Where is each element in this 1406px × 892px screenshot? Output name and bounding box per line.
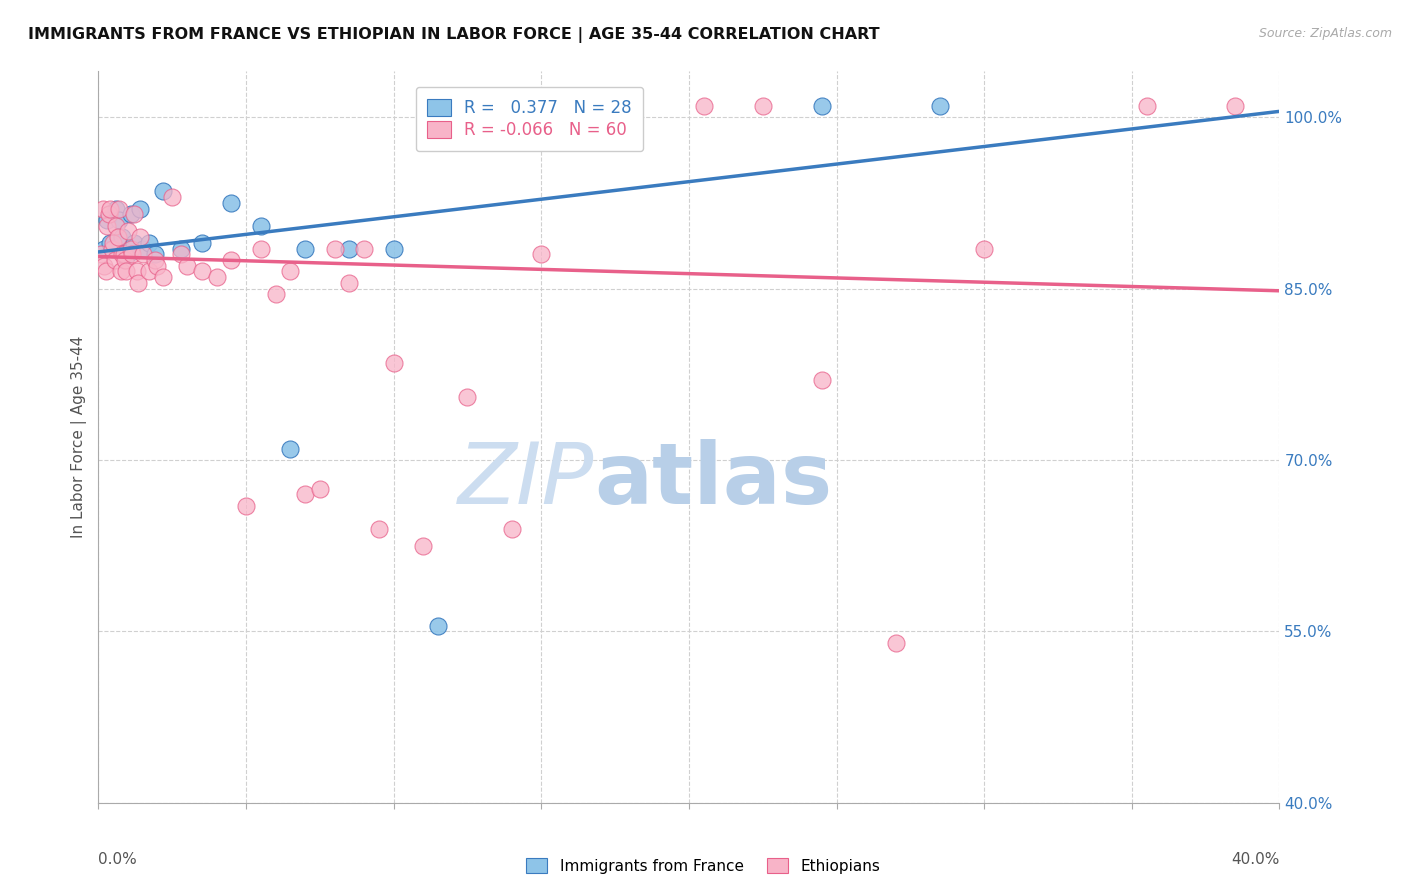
- Point: [219, 195, 243, 210]
- Point: [751, 98, 773, 112]
- Point: [143, 247, 166, 261]
- Point: [111, 230, 134, 244]
- Point: [501, 521, 523, 535]
- Point: [115, 264, 138, 278]
- Point: [884, 636, 907, 650]
- Point: [103, 242, 125, 256]
- Point: [105, 202, 128, 216]
- Point: [146, 259, 169, 273]
- Text: Source: ZipAtlas.com: Source: ZipAtlas.com: [1258, 27, 1392, 40]
- Point: [294, 487, 316, 501]
- Y-axis label: In Labor Force | Age 35-44: In Labor Force | Age 35-44: [72, 336, 87, 538]
- Point: [412, 539, 434, 553]
- Point: [152, 270, 174, 285]
- Point: [97, 207, 120, 221]
- Point: [928, 98, 950, 112]
- Point: [114, 247, 136, 261]
- Point: [427, 618, 450, 632]
- Point: [114, 252, 136, 267]
- Point: [152, 185, 174, 199]
- Point: [530, 247, 553, 261]
- Point: [309, 482, 332, 496]
- Point: [278, 442, 302, 456]
- Point: [973, 242, 995, 256]
- Point: [125, 264, 148, 278]
- Point: [94, 264, 117, 278]
- Point: [235, 499, 257, 513]
- Point: [530, 98, 553, 112]
- Text: IMMIGRANTS FROM FRANCE VS ETHIOPIAN IN LABOR FORCE | AGE 35-44 CORRELATION CHART: IMMIGRANTS FROM FRANCE VS ETHIOPIAN IN L…: [28, 27, 880, 43]
- Point: [111, 247, 134, 261]
- Point: [264, 287, 287, 301]
- Text: 0.0%: 0.0%: [98, 852, 138, 867]
- Point: [108, 213, 131, 227]
- Point: [138, 264, 160, 278]
- Point: [250, 242, 273, 256]
- Point: [108, 202, 131, 216]
- Point: [122, 235, 145, 250]
- Point: [162, 190, 183, 204]
- Point: [100, 242, 122, 256]
- Point: [103, 235, 125, 250]
- Point: [112, 247, 135, 261]
- Point: [120, 207, 142, 221]
- Point: [96, 219, 118, 233]
- Point: [382, 242, 405, 256]
- Point: [121, 247, 143, 261]
- Point: [574, 98, 596, 112]
- Point: [117, 224, 139, 238]
- Legend: R =   0.377   N = 28, R = -0.066   N = 60: R = 0.377 N = 28, R = -0.066 N = 60: [416, 87, 644, 151]
- Point: [132, 242, 155, 256]
- Point: [93, 259, 115, 273]
- Point: [693, 98, 716, 112]
- Point: [143, 252, 166, 267]
- Point: [337, 242, 360, 256]
- Point: [128, 202, 150, 216]
- Text: 40.0%: 40.0%: [1232, 852, 1279, 867]
- Point: [176, 259, 198, 273]
- Point: [323, 242, 346, 256]
- Point: [294, 242, 316, 256]
- Legend: Immigrants from France, Ethiopians: Immigrants from France, Ethiopians: [520, 852, 886, 880]
- Point: [619, 98, 641, 112]
- Point: [96, 213, 118, 227]
- Point: [122, 207, 145, 221]
- Point: [107, 230, 129, 244]
- Point: [128, 230, 150, 244]
- Point: [456, 390, 478, 404]
- Point: [120, 242, 142, 256]
- Point: [170, 247, 193, 261]
- Point: [105, 219, 128, 233]
- Point: [1135, 98, 1157, 112]
- Point: [127, 276, 149, 290]
- Point: [382, 356, 405, 370]
- Point: [219, 252, 243, 267]
- Point: [98, 235, 121, 250]
- Point: [132, 247, 155, 261]
- Point: [110, 264, 132, 278]
- Point: [1223, 98, 1246, 112]
- Point: [810, 98, 832, 112]
- Point: [117, 247, 139, 261]
- Text: ZIP: ZIP: [458, 440, 595, 523]
- Point: [353, 242, 375, 256]
- Point: [191, 264, 214, 278]
- Point: [91, 202, 114, 216]
- Point: [93, 242, 115, 256]
- Point: [170, 242, 193, 256]
- Point: [278, 264, 302, 278]
- Point: [98, 202, 121, 216]
- Point: [90, 247, 112, 261]
- Point: [368, 521, 391, 535]
- Point: [205, 270, 228, 285]
- Point: [250, 219, 273, 233]
- Point: [104, 252, 127, 267]
- Text: atlas: atlas: [595, 440, 832, 523]
- Point: [337, 276, 360, 290]
- Point: [810, 373, 832, 387]
- Point: [191, 235, 214, 250]
- Point: [138, 235, 160, 250]
